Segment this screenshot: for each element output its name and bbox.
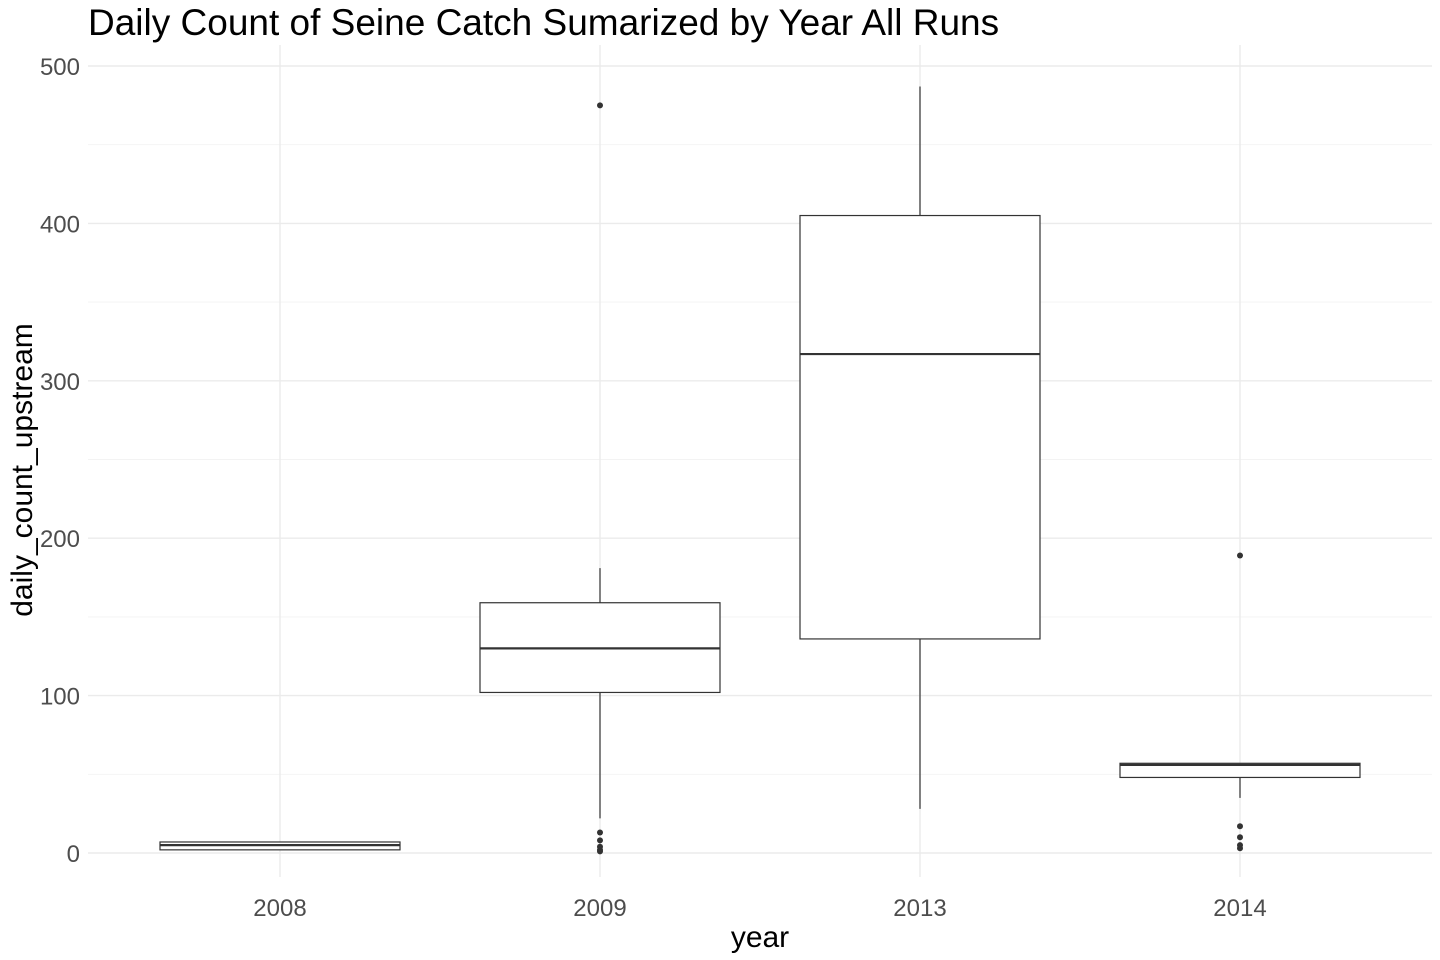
y-tick-label: 500: [40, 54, 80, 81]
y-tick-label: 400: [40, 211, 80, 238]
iqr-box: [799, 214, 1041, 640]
box-2013: [799, 86, 1041, 809]
outlier-point: [597, 102, 603, 109]
box-2008: [159, 841, 401, 851]
outlier-point: [1237, 834, 1243, 841]
x-tick-label: 2013: [893, 895, 946, 922]
x-axis-ticks: 2008 2009 2013 2014: [253, 895, 1266, 922]
outlier-point: [597, 829, 603, 836]
y-tick-label: 0: [67, 841, 80, 868]
y-axis-ticks: 0 100 200 300 400 500: [40, 54, 80, 868]
outlier-point: [597, 848, 603, 855]
y-tick-label: 200: [40, 526, 80, 553]
x-tick-label: 2009: [573, 895, 626, 922]
outlier-point: [1237, 823, 1243, 830]
outlier-point: [1237, 845, 1243, 852]
x-tick-label: 2008: [253, 895, 306, 922]
x-tick-label: 2014: [1213, 895, 1266, 922]
grid-lines: [88, 45, 1432, 877]
box-series: [159, 86, 1361, 855]
box-2014: [1119, 552, 1361, 852]
chart-title: Daily Count of Seine Catch Sumarized by …: [88, 2, 999, 43]
x-axis-title: year: [731, 921, 789, 954]
box-2009: [479, 102, 721, 855]
outlier-point: [1237, 552, 1243, 559]
outlier-point: [597, 837, 603, 844]
iqr-box: [1119, 762, 1361, 779]
y-tick-label: 100: [40, 684, 80, 711]
y-axis-title: daily_count_upstream: [6, 323, 39, 617]
y-tick-label: 300: [40, 369, 80, 396]
